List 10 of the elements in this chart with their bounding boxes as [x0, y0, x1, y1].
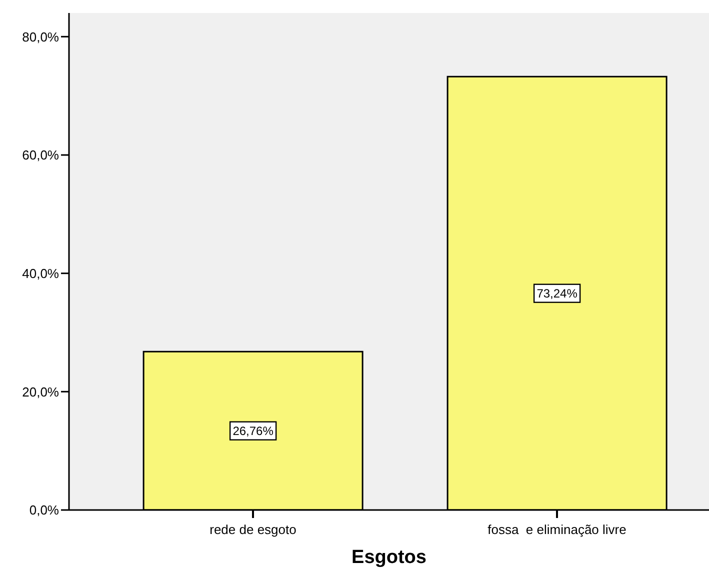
- y-tick-label: 20,0%: [22, 384, 60, 400]
- y-tick-label: 40,0%: [22, 266, 60, 281]
- y-tick-label: 60,0%: [22, 148, 60, 163]
- x-axis-title: Esgotos: [352, 547, 426, 568]
- x-tick-label: rede de esgoto: [210, 522, 296, 537]
- data-label: 26,76%: [232, 424, 274, 438]
- x-tick-label: fossa e eliminação livre: [488, 522, 626, 537]
- y-tick-label: 80,0%: [22, 29, 60, 44]
- data-label: 73,24%: [536, 286, 578, 300]
- y-tick-label: 0,0%: [29, 502, 60, 518]
